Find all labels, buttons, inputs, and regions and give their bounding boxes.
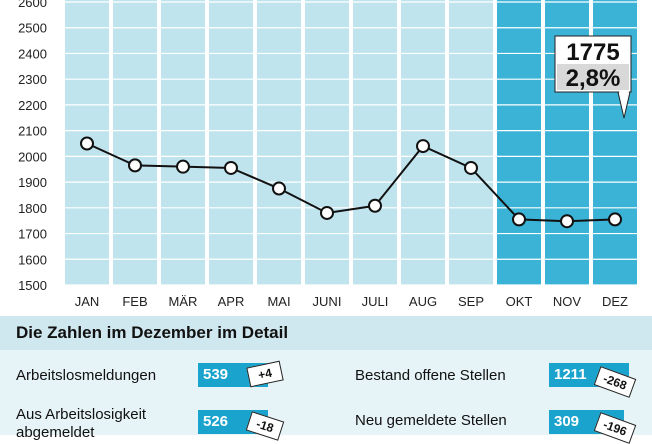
detail-change-new-positions: -196 — [593, 412, 637, 444]
data-point — [176, 159, 190, 174]
y-tick-label: 1700 — [18, 227, 47, 242]
data-point — [560, 214, 574, 229]
detail-label-new-positions: Neu gemeldete Stellen — [355, 412, 507, 429]
x-tick-label: JUNI — [313, 294, 342, 309]
x-tick-label: MÄR — [169, 294, 198, 309]
data-point — [320, 205, 334, 220]
column-4 — [257, 0, 301, 285]
y-tick-label: 2000 — [18, 149, 47, 164]
x-tick-label: SEP — [458, 294, 484, 309]
x-tick-label: MAI — [267, 294, 290, 309]
detail-label-open-positions: Bestand offene Stellen — [355, 367, 506, 384]
y-tick-label: 1800 — [18, 201, 47, 216]
y-tick-label: 2600 — [18, 0, 47, 10]
x-tick-label: NOV — [553, 294, 582, 309]
y-tick-label: 2400 — [18, 46, 47, 61]
detail-title: Die Zahlen im Dezember im Detail — [0, 316, 652, 350]
column-2 — [161, 0, 205, 285]
detail-change-open-positions: -268 — [593, 366, 637, 398]
x-tick-label: FEB — [122, 294, 147, 309]
y-tick-label: 2300 — [18, 72, 47, 87]
column-3 — [209, 0, 253, 285]
column-8 — [449, 0, 493, 285]
y-tick-label: 2200 — [18, 98, 47, 113]
series-line — [86, 142, 616, 223]
x-tick-label: AUG — [409, 294, 437, 309]
detail-label-deregistered: Aus Arbeitslosigkeit abgemeldet — [16, 406, 147, 441]
detail-change-deregistered: -18 — [245, 411, 285, 441]
callout: 1775 2,8% — [554, 35, 632, 119]
x-tick-label: JULI — [362, 294, 389, 309]
unemployment-chart: 1500 1600 1700 1800 1900 2000 2100 2200 2300 2400… — [18, 0, 639, 309]
y-tick-label: 1900 — [18, 175, 47, 190]
detail-panel: Arbeitslosmeldungen 539 +4 Aus Arbeitslo… — [0, 350, 652, 444]
data-point — [368, 198, 382, 213]
data-point — [608, 212, 622, 227]
y-tick-label: 2500 — [18, 21, 47, 36]
data-point — [80, 136, 94, 151]
detail-label-registrations: Arbeitslosmeldungen — [16, 367, 157, 384]
y-tick-label: 2100 — [18, 124, 47, 139]
x-tick-label: APR — [218, 294, 245, 309]
y-tick-label: 1600 — [18, 252, 47, 267]
x-tick-label: OKT — [506, 294, 533, 309]
callout-value: 1775 — [566, 39, 619, 66]
column-6 — [353, 0, 397, 285]
data-point — [128, 158, 142, 173]
data-point — [416, 139, 430, 154]
data-point — [464, 160, 478, 175]
column-5 — [305, 0, 349, 285]
y-tick-label: 1500 — [18, 278, 47, 293]
data-point — [272, 181, 286, 196]
callout-rate: 2,8% — [566, 65, 621, 92]
x-tick-label: JAN — [75, 294, 100, 309]
column-9 — [497, 0, 541, 285]
x-tick-label: DEZ — [602, 294, 628, 309]
data-point — [512, 212, 526, 227]
column-1 — [113, 0, 157, 285]
data-point — [224, 160, 238, 175]
